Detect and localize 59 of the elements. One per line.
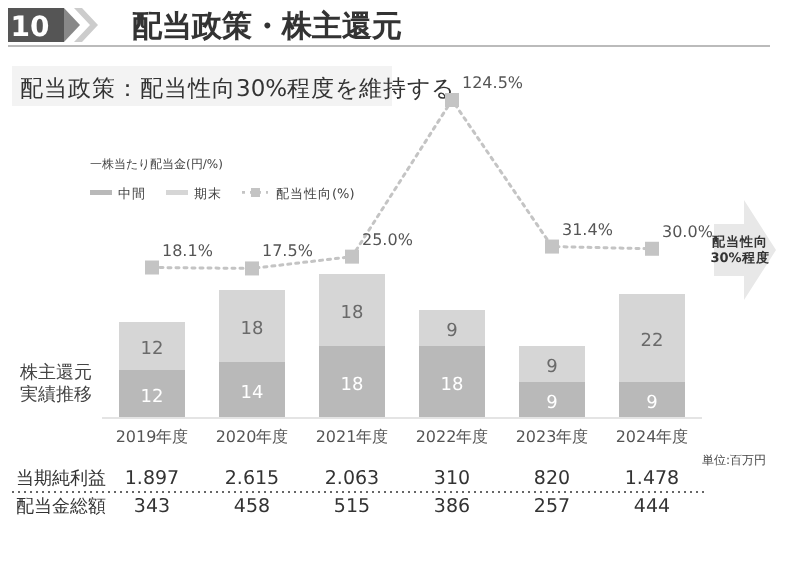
text: 当期純利益 [16,468,106,490]
x-tick-label: 2021年度 [315,428,389,446]
text: 株主還元 [18,362,92,384]
text: 2.615 [224,468,280,490]
text: 343 [133,496,171,518]
text: 458 [233,496,271,518]
bar [119,322,185,370]
data-label: 18 [340,304,364,324]
data-label: 12 [140,340,164,360]
text: 444 [633,496,671,518]
data-label: 25.0% [362,230,414,249]
text: 820 [533,468,571,490]
data-label: 31.4% [562,220,614,239]
x-tick-label: 2020年度 [215,428,289,446]
point [145,260,159,275]
text: 386 [433,496,471,518]
text: 1.478 [624,468,680,490]
text: 515 [333,496,371,518]
point [545,239,559,254]
data-label: 17.5% [262,242,314,261]
data-label: 22 [640,332,664,352]
data-label: 9 [646,394,659,414]
data-label: 18.1% [162,241,214,260]
point [345,249,359,264]
text: 実績推移 [20,384,92,406]
data-label: 9 [546,394,559,414]
data-label: 9 [546,358,559,378]
data-label: 30.0% [662,222,714,241]
bar [219,290,285,362]
data-label: 124.5% [462,74,524,92]
bar [419,310,485,346]
bar [519,382,585,418]
point [645,241,659,256]
text: 310 [433,468,471,490]
x-tick-label: 2023年度 [515,428,589,446]
text: 2.063 [324,468,380,490]
data-label: 18 [340,376,364,396]
x-tick-label: 2019年度 [115,428,189,446]
text: 257 [533,496,571,518]
bar [119,370,185,418]
chart-title: 配当政策・株主還元 [132,8,402,44]
x-tick-label: 2022年度 [415,428,489,446]
bar [319,274,385,346]
text: 配当金総額 [16,496,106,518]
data-label: 18 [240,320,264,340]
data-label: 14 [240,384,264,404]
point [245,261,259,276]
bar [619,294,685,382]
bar [219,362,285,418]
data-label: 12 [140,388,164,408]
text: 1.897 [124,468,180,490]
bar [319,346,385,418]
text: 10 [10,12,50,44]
bar [419,346,485,418]
bar [619,382,685,418]
x-tick-label: 2024年度 [615,428,689,446]
data-label: 18 [440,376,464,396]
bar [519,346,585,382]
data-label: 9 [446,322,459,342]
